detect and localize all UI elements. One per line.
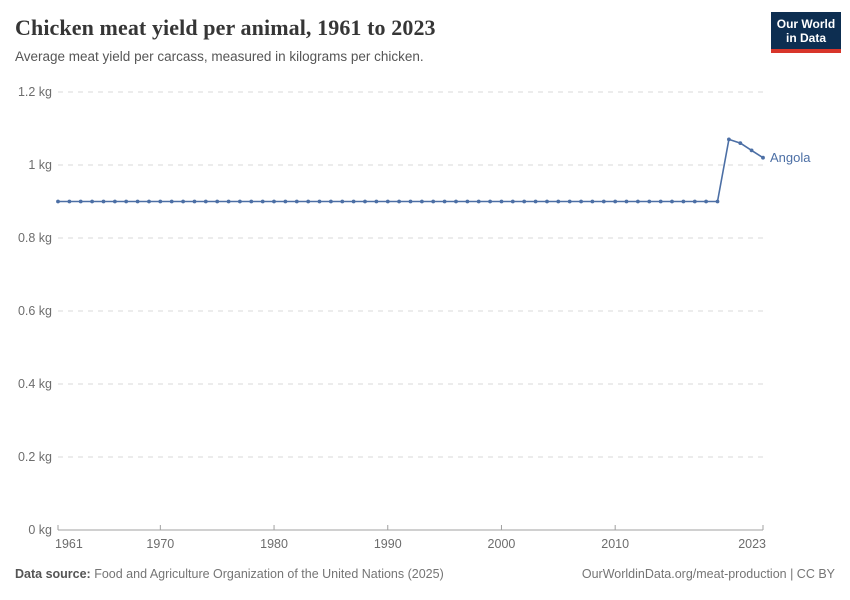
data-point-marker (329, 199, 333, 204)
data-point-marker (56, 199, 60, 204)
data-point-marker (158, 199, 163, 204)
data-point-marker (90, 199, 94, 204)
data-point-marker (510, 199, 515, 204)
data-point-marker (749, 148, 754, 153)
data-point-marker (670, 199, 674, 204)
data-point-marker (420, 199, 424, 204)
data-point-marker (590, 199, 595, 204)
data-point-marker (567, 199, 572, 204)
owid-logo-line1: Our World (776, 17, 836, 31)
data-point-marker (67, 199, 72, 204)
data-point-marker (385, 199, 390, 204)
data-point-marker (238, 199, 242, 204)
data-point-marker (476, 199, 481, 204)
data-point-marker (101, 199, 106, 204)
x-axis-tick-label: 2023 (738, 537, 766, 551)
data-point-marker (465, 199, 470, 204)
data-point-marker (294, 199, 299, 204)
data-point-marker (374, 199, 379, 204)
data-point-marker (306, 199, 311, 204)
data-point-marker (340, 199, 345, 204)
y-axis-tick-label: 1.2 kg (18, 85, 52, 99)
data-point-marker (499, 199, 504, 204)
angola-line-series[interactable] (57, 138, 764, 203)
data-point-marker (647, 199, 652, 204)
x-axis-tick-label: 1961 (55, 537, 83, 551)
y-axis-tick-label: 0.6 kg (18, 304, 52, 318)
data-point-marker (533, 199, 538, 204)
y-axis-tick-label: 1 kg (28, 158, 52, 172)
owid-logo[interactable]: Our World in Data (771, 12, 841, 53)
data-point-marker (727, 137, 731, 142)
data-point-marker (249, 199, 254, 204)
data-point-marker (317, 199, 322, 204)
data-point-marker (704, 199, 708, 204)
data-point-marker (613, 199, 618, 204)
data-point-marker (113, 199, 117, 204)
data-point-marker (715, 199, 720, 204)
data-point-marker (579, 199, 583, 204)
data-point-marker (624, 199, 629, 204)
data-point-marker (738, 141, 743, 146)
x-axis-tick-label: 1990 (374, 537, 402, 551)
data-point-marker (135, 199, 140, 204)
y-axis-tick-label: 0.4 kg (18, 377, 52, 391)
data-point-marker (78, 199, 83, 204)
data-source-text: Food and Agriculture Organization of the… (94, 567, 444, 581)
y-axis-tick-label: 0.2 kg (18, 450, 52, 464)
data-point-marker (442, 199, 447, 204)
credit-link[interactable]: OurWorldinData.org/meat-production | CC … (581, 567, 835, 581)
data-point-marker (556, 199, 561, 204)
data-point-marker (658, 199, 663, 204)
data-point-marker (408, 199, 413, 204)
data-point-marker (601, 199, 606, 204)
data-point-marker (488, 199, 492, 204)
data-point-marker (522, 199, 527, 204)
data-point-marker (260, 199, 265, 204)
data-point-marker (761, 155, 765, 160)
data-point-marker (272, 199, 276, 204)
data-source: Data source: Food and Agriculture Organi… (15, 567, 444, 581)
data-point-marker (203, 199, 208, 204)
chart-footer: Data source: Food and Agriculture Organi… (15, 567, 835, 581)
data-point-marker (363, 199, 367, 204)
y-axis-tick-label: 0 kg (28, 523, 52, 537)
series-label-angola: Angola (770, 150, 811, 165)
x-axis-tick-label: 1970 (146, 537, 174, 551)
data-point-marker (397, 199, 401, 204)
data-point-marker (215, 199, 220, 204)
chart-subtitle: Average meat yield per carcass, measured… (15, 49, 424, 64)
data-point-marker (431, 199, 436, 204)
data-point-marker (681, 199, 686, 204)
data-point-marker (181, 199, 186, 204)
x-axis-tick-label: 1980 (260, 537, 288, 551)
x-axis-tick-label: 2000 (488, 537, 516, 551)
data-point-marker (283, 199, 288, 204)
data-point-marker (147, 199, 151, 204)
data-point-marker (454, 199, 458, 204)
data-point-marker (124, 199, 129, 204)
chart-title: Chicken meat yield per animal, 1961 to 2… (15, 15, 436, 40)
x-axis-tick-label: 2010 (601, 537, 629, 551)
data-point-marker (169, 199, 174, 204)
data-point-marker (692, 199, 697, 204)
owid-logo-line2: in Data (785, 31, 826, 45)
data-point-marker (192, 199, 197, 204)
data-point-marker (226, 199, 231, 204)
data-point-marker (545, 199, 549, 204)
chart-header: Chicken meat yield per animal, 1961 to 2… (15, 15, 436, 64)
data-source-label: Data source: (15, 567, 91, 581)
data-point-marker (351, 199, 356, 204)
data-point-marker (636, 199, 640, 204)
y-axis-tick-label: 0.8 kg (18, 231, 52, 245)
